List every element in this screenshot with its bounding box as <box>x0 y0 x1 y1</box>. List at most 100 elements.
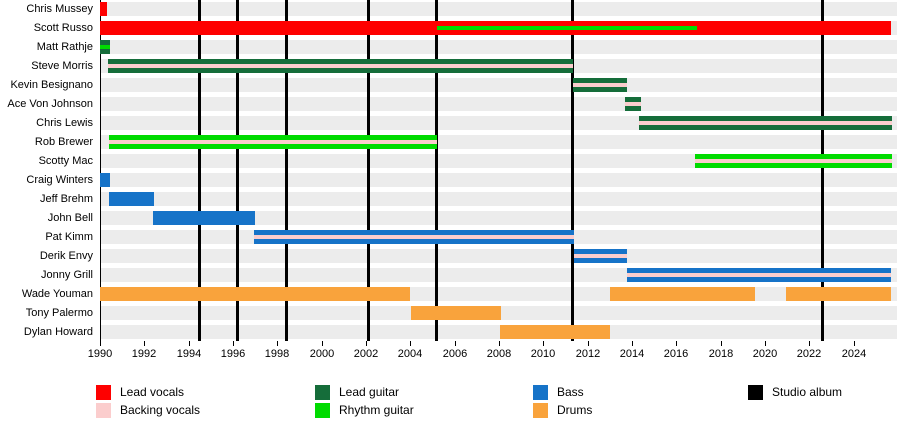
member-bar <box>100 287 410 301</box>
legend-swatch-lead-guitar <box>315 385 330 400</box>
backing-vocals-stripe <box>627 273 891 277</box>
member-bar <box>153 211 255 225</box>
axis-year-label: 1990 <box>87 348 113 360</box>
album-line <box>285 0 288 341</box>
axis-year-label: 2020 <box>752 348 778 360</box>
axis-tick <box>809 341 810 346</box>
axis-tick <box>543 341 544 346</box>
axis-tick <box>455 341 456 346</box>
axis-year-label: 1994 <box>176 348 202 360</box>
axis-year-label: 2022 <box>796 348 822 360</box>
album-line <box>821 0 824 341</box>
member-row-band <box>100 325 897 339</box>
member-label: Steve Morris <box>31 60 93 72</box>
member-bar <box>786 287 891 301</box>
member-label: Pat Kimm <box>45 231 93 243</box>
backing-vocals-stripe <box>695 159 892 163</box>
member-bar <box>100 173 110 187</box>
backing-vocals-stripe <box>108 64 573 68</box>
rhythm-guitar-stripe <box>100 45 110 49</box>
y-axis-line <box>100 0 101 341</box>
axis-tick <box>765 341 766 346</box>
axis-year-label: 2018 <box>708 348 734 360</box>
axis-year-label: 2004 <box>397 348 423 360</box>
backing-vocals-stripe <box>639 121 892 125</box>
backing-vocals-stripe <box>109 140 437 144</box>
axis-tick <box>632 341 633 346</box>
member-label: Chris Lewis <box>36 117 93 129</box>
legend-label: Rhythm guitar <box>339 403 414 417</box>
member-bar <box>610 287 755 301</box>
axis-year-label: 2014 <box>619 348 645 360</box>
member-row-band <box>100 2 897 16</box>
backing-vocals-stripe <box>573 83 627 87</box>
legend-label: Drums <box>557 403 593 417</box>
member-row-band <box>100 173 897 187</box>
member-bar <box>500 325 610 339</box>
axis-year-label: 2024 <box>841 348 867 360</box>
member-row-band <box>100 40 897 54</box>
backing-vocals-stripe <box>574 254 627 258</box>
member-label: Scott Russo <box>33 22 93 34</box>
legend-label: Backing vocals <box>120 403 201 417</box>
member-label: Derik Envy <box>39 250 93 262</box>
axis-year-label: 2000 <box>309 348 335 360</box>
axis-tick <box>721 341 722 346</box>
member-label: Ace Von Johnson <box>7 98 93 110</box>
axis-tick <box>676 341 677 346</box>
member-row-band <box>100 249 897 263</box>
album-line <box>571 0 574 341</box>
axis-year-label: 1992 <box>131 348 157 360</box>
member-label: Craig Winters <box>26 174 93 186</box>
axis-year-label: 2012 <box>575 348 601 360</box>
axis-year-label: 1998 <box>264 348 290 360</box>
legend-label: Bass <box>557 385 584 399</box>
album-line <box>435 0 438 341</box>
axis-year-label: 2008 <box>486 348 512 360</box>
member-row-band <box>100 211 897 225</box>
album-line <box>367 0 370 341</box>
axis-year-label: 1996 <box>220 348 246 360</box>
axis-year-label: 2006 <box>442 348 468 360</box>
axis-tick <box>588 341 589 346</box>
rhythm-guitar-stripe <box>437 26 697 30</box>
album-line <box>198 0 201 341</box>
axis-tick <box>366 341 367 346</box>
backing-vocals-stripe <box>254 235 574 239</box>
legend-swatch-drums <box>533 403 548 418</box>
legend-swatch-bass <box>533 385 548 400</box>
member-label: Chris Mussey <box>26 3 93 15</box>
axis-tick <box>100 341 101 346</box>
member-label: Tony Palermo <box>25 307 93 319</box>
axis-year-label: 2002 <box>353 348 379 360</box>
member-label: John Bell <box>47 212 93 224</box>
legend-swatch-backing-vocals <box>96 403 111 418</box>
axis-tick <box>410 341 411 346</box>
legend-swatch-lead-vocals <box>96 385 111 400</box>
axis-tick <box>322 341 323 346</box>
axis-tick <box>854 341 855 346</box>
member-label: Wade Youman <box>21 288 93 300</box>
legend-label: Lead guitar <box>339 385 400 399</box>
legend-label: Studio album <box>772 385 843 399</box>
legend-swatch-rhythm-guitar <box>315 403 330 418</box>
member-bar <box>109 192 154 206</box>
axis-tick <box>499 341 500 346</box>
member-label: Scotty Mac <box>38 155 93 167</box>
member-label: Matt Rathje <box>36 41 93 53</box>
member-label: Jonny Grill <box>41 269 93 281</box>
axis-tick <box>189 341 190 346</box>
member-row-band <box>100 78 897 92</box>
member-label: Jeff Brehm <box>40 193 93 205</box>
member-bar <box>411 306 501 320</box>
axis-tick <box>144 341 145 346</box>
member-label: Rob Brewer <box>34 136 93 148</box>
axis-year-label: 2016 <box>663 348 689 360</box>
member-bar <box>100 2 107 16</box>
album-line <box>236 0 239 341</box>
member-row-band <box>100 97 897 111</box>
legend-swatch-album <box>748 385 763 400</box>
axis-tick <box>277 341 278 346</box>
member-row-band <box>100 192 897 206</box>
member-label: Kevin Besignano <box>10 79 93 91</box>
